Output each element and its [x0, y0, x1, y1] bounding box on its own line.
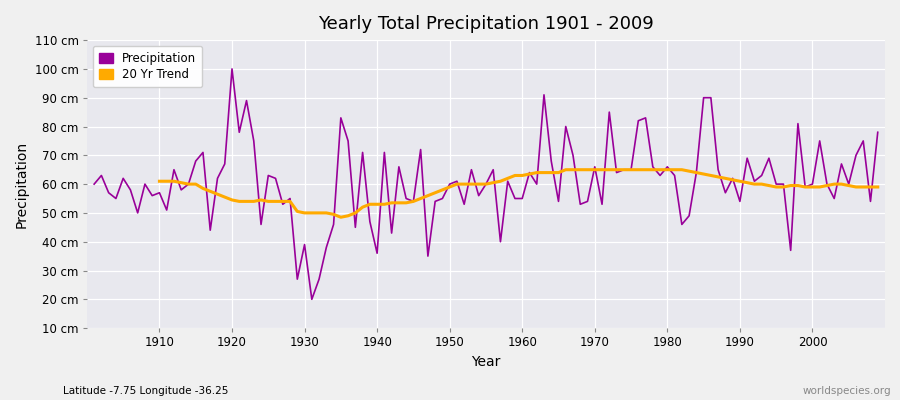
X-axis label: Year: Year	[472, 355, 500, 369]
Title: Yearly Total Precipitation 1901 - 2009: Yearly Total Precipitation 1901 - 2009	[318, 15, 653, 33]
Text: worldspecies.org: worldspecies.org	[803, 386, 891, 396]
Y-axis label: Precipitation: Precipitation	[15, 140, 29, 228]
Legend: Precipitation, 20 Yr Trend: Precipitation, 20 Yr Trend	[93, 46, 202, 87]
Text: Latitude -7.75 Longitude -36.25: Latitude -7.75 Longitude -36.25	[63, 386, 229, 396]
